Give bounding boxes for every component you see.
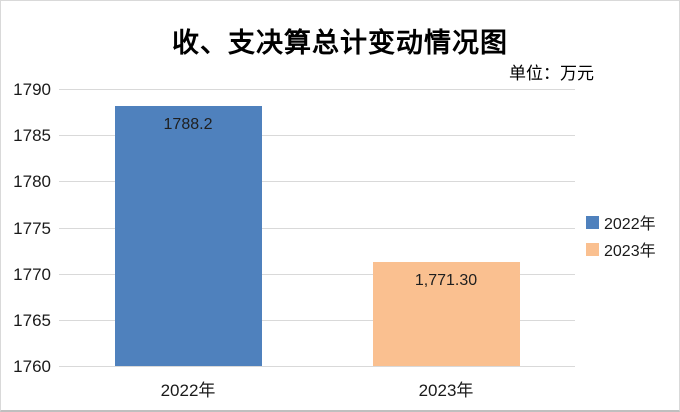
y-axis-tick-label: 1765 [13,310,51,330]
y-axis-tick-label: 1760 [13,357,51,376]
legend-swatch-icon [586,215,599,229]
y-axis-tick-label: 1785 [13,126,51,146]
gridline [59,273,575,275]
chart-title: 收、支决算总计变动情况图 [172,28,508,58]
y-axis-tick-label: 1780 [13,172,51,192]
gridline [59,181,575,183]
gridline [59,319,575,321]
legend-item: 2023年 [586,240,656,260]
legend-label: 2022年 [604,216,656,233]
gridline [59,227,575,229]
gridline [59,366,575,367]
legend-swatch-icon [586,242,599,256]
legend-label: 2023年 [604,243,656,260]
unit-note: 单位：万元 [509,64,594,83]
y-axis-tick-label: 1775 [13,218,51,238]
legend: 2022年 2023年 [586,213,656,267]
x-axis-category-label: 2022年 [160,381,216,400]
bar-2023 [372,261,520,366]
gridline [59,135,575,137]
x-axis-category-label: 2023年 [418,381,474,400]
y-axis-tick-label: 1770 [13,264,51,284]
gridline [59,89,575,90]
y-axis-tick-label: 1790 [13,80,51,99]
bar-value-label: 1,771.30 [414,271,478,289]
bar-2022 [114,105,262,366]
legend-item: 2022年 [586,213,656,233]
bar-value-label: 1788.2 [163,115,213,133]
